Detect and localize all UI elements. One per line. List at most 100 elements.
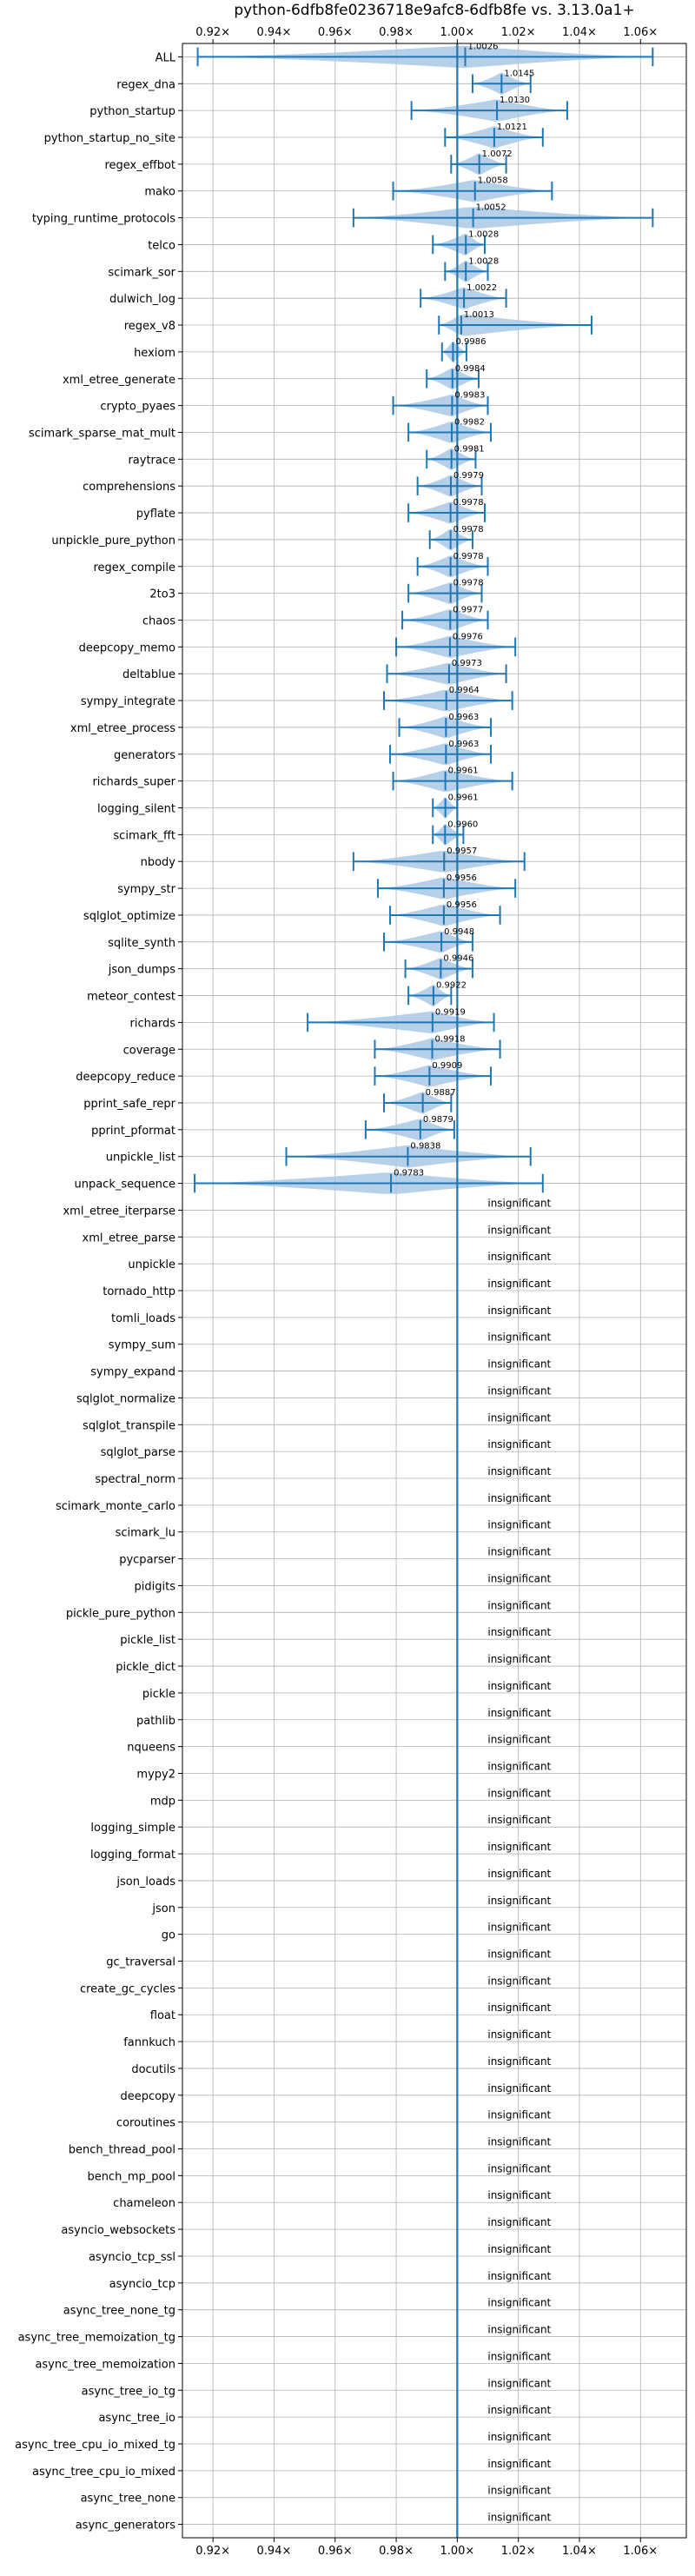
insignificant-label: insignificant (487, 1197, 551, 1209)
insignificant-label: insignificant (487, 2109, 551, 2121)
median-value-label: 0.9978 (453, 525, 484, 534)
median-value-label: 1.0028 (468, 256, 499, 266)
insignificant-label: insignificant (487, 2270, 551, 2282)
median-value-label: 0.9909 (432, 1061, 462, 1071)
insignificant-label: insignificant (487, 2189, 551, 2201)
insignificant-label: insignificant (487, 2028, 551, 2041)
median-value-label: 0.9981 (454, 444, 485, 454)
x-tick-label-top: 1.00× (440, 26, 474, 39)
insignificant-label: insignificant (487, 1519, 551, 1531)
y-tick-label: asyncio_tcp (109, 2278, 175, 2291)
insignificant-label: insignificant (487, 1868, 551, 1880)
median-value-label: 0.9963 (448, 740, 479, 749)
y-tick-label: unpack_sequence (74, 1178, 175, 1192)
median-value-label: 0.9977 (453, 605, 483, 614)
insignificant-label: insignificant (487, 2485, 551, 2497)
y-tick-label: telco (148, 239, 175, 252)
insignificant-label: insignificant (487, 2136, 551, 2148)
insignificant-label: insignificant (487, 1626, 551, 1638)
median-value-label: 0.9961 (448, 767, 479, 776)
y-tick-label: crypto_pyaes (100, 401, 175, 414)
y-tick-label: sqlglot_transpile (83, 1419, 175, 1432)
median-value-label: 0.9956 (447, 900, 477, 910)
y-tick-label: unpickle_pure_python (51, 534, 175, 548)
y-tick-label: python_startup_no_site (44, 132, 175, 145)
plot-frame (182, 43, 687, 2539)
labels: 0.92× 0.92× 0.94× 0.94× 0.96× 0.96× 0.98× 0.98×… (15, 26, 687, 2558)
x-tick-label-bottom: 1.06× (623, 2545, 658, 2558)
median-value-label: 1.0026 (468, 42, 499, 51)
x-tick-label-top: 1.04× (562, 26, 597, 39)
median-value-label: 0.9919 (435, 1007, 466, 1017)
insignificant-label: insignificant (487, 1572, 551, 1584)
insignificant-label: insignificant (487, 1251, 551, 1263)
y-tick-label: mako (144, 186, 175, 199)
y-tick-label: spectral_norm (95, 1473, 175, 1486)
median-value-label: 0.9961 (448, 793, 479, 803)
y-tick-label: sympy_str (117, 883, 175, 896)
y-tick-label: tornado_http (103, 1285, 175, 1298)
x-tick-label-bottom: 0.92× (195, 2545, 230, 2558)
y-tick-label: richards_super (92, 776, 175, 789)
x-tick-label-bottom: 0.98× (379, 2545, 414, 2558)
y-tick-label: nqueens (127, 1742, 175, 1755)
y-tick-label: async_tree_memoization (35, 2358, 175, 2371)
y-tick-label: go (162, 1929, 175, 1942)
median-value-label: 0.9978 (453, 579, 484, 588)
median-value-label: 0.9982 (454, 417, 485, 427)
y-tick-label: async_tree_none_tg (63, 2305, 175, 2318)
y-tick-label: pickle (142, 1688, 175, 1701)
y-tick-label: async_tree_io (98, 2412, 175, 2425)
y-tick-label: asyncio_websockets (61, 2224, 175, 2237)
y-tick-label: regex_dna (116, 78, 175, 91)
median-value-label: 1.0130 (500, 96, 530, 105)
insignificant-label: insignificant (487, 1787, 551, 1799)
median-value-label: 0.9948 (444, 927, 474, 937)
y-tick-label: comprehensions (83, 481, 175, 494)
y-tick-label: xml_etree_iterparse (63, 1205, 175, 1218)
y-tick-label: 2to3 (149, 588, 175, 601)
y-tick-label: pprint_pformat (91, 1125, 175, 1138)
y-tick-label: nbody (141, 856, 176, 869)
insignificant-label: insignificant (487, 2055, 551, 2068)
insignificant-label: insignificant (487, 2002, 551, 2014)
y-tick-label: chaos (142, 614, 175, 627)
y-tick-label: scimark_sor (108, 266, 175, 279)
insignificant-label: insignificant (487, 2216, 551, 2228)
y-tick-label: sqlglot_normalize (76, 1392, 175, 1405)
insignificant-label: insignificant (487, 1358, 551, 1371)
insignificant-label: insignificant (487, 1278, 551, 1290)
insignificant-label: insignificant (487, 2350, 551, 2362)
y-tick-label: deepcopy_memo (79, 641, 175, 654)
median-value-label: 0.9957 (447, 846, 477, 856)
median-value-label: 1.0145 (504, 69, 534, 78)
insignificant-label: insignificant (487, 1975, 551, 1987)
median-value-label: 0.9964 (449, 686, 480, 695)
median-value-label: 0.9887 (426, 1088, 456, 1098)
whiskers (194, 43, 654, 2538)
y-tick-label: scimark_fft (113, 829, 175, 842)
x-tick-label-top: 0.98× (379, 26, 414, 39)
median-value-label: 0.9918 (435, 1034, 466, 1044)
y-tick-label: pyflate (136, 508, 175, 521)
insignificant-label: insignificant (487, 2404, 551, 2416)
y-tick-label: chameleon (113, 2197, 175, 2210)
insignificant-label: insignificant (487, 1384, 551, 1397)
y-tick-label: async_generators (76, 2520, 176, 2533)
y-tick-label: json (151, 1902, 175, 1915)
y-tick-label: tomli_loads (111, 1312, 175, 1325)
median-value-label: 0.9983 (454, 391, 485, 401)
y-tick-label: async_tree_memoization_tg (18, 2332, 175, 2345)
insignificant-label: insignificant (487, 2458, 551, 2470)
insignificant-label: insignificant (487, 2243, 551, 2255)
y-tick-label: scimark_monte_carlo (56, 1500, 175, 1513)
median-value-label: 0.9956 (447, 873, 477, 883)
y-tick-label: pickle_pure_python (66, 1607, 175, 1620)
y-tick-label: regex_compile (93, 561, 175, 574)
y-tick-label: pycparser (119, 1554, 175, 1567)
median-value-label: 1.0022 (467, 283, 497, 293)
y-tick-label: unpickle (128, 1258, 175, 1271)
median-value-label: 0.9976 (453, 632, 483, 641)
